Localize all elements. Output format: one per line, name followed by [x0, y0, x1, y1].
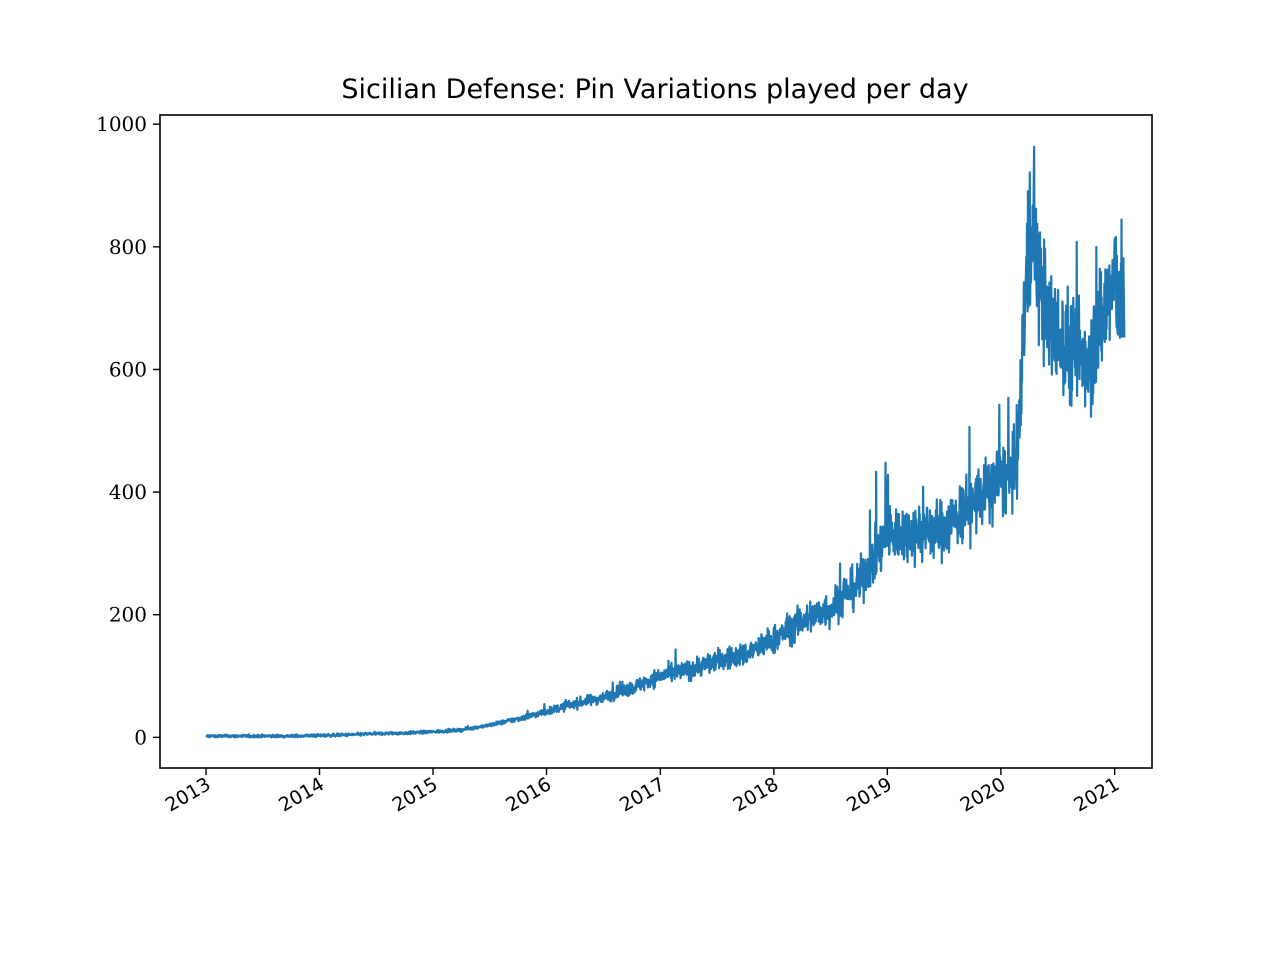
plot-area [205, 145, 1126, 739]
x-tick-label: 2015 [389, 773, 442, 816]
y-tick-label: 600 [109, 357, 147, 381]
x-tick-label: 2019 [843, 773, 896, 816]
y-tick-label: 200 [109, 603, 147, 627]
y-tick-label: 800 [109, 235, 147, 259]
series-line [205, 145, 1126, 739]
axes-frame [159, 114, 1153, 769]
x-tick-label: 2017 [616, 773, 669, 816]
chart-title: Sicilian Defense: Pin Variations played … [341, 74, 968, 105]
y-tick-label: 1000 [96, 112, 147, 136]
x-tick-label: 2013 [162, 773, 215, 816]
x-tick-label: 2016 [502, 773, 555, 816]
y-axis: 0 200 400 600 800 1000 [96, 112, 160, 749]
x-tick-label: 2020 [956, 773, 1009, 816]
x-tick-label: 2018 [729, 773, 782, 816]
y-tick-label: 0 [134, 725, 147, 749]
x-tick-label: 2021 [1070, 773, 1123, 816]
y-tick-label: 400 [109, 480, 147, 504]
x-axis: 2013 2014 2015 2016 2017 2018 2019 2020 2021 [162, 768, 1123, 817]
x-tick-label: 2014 [275, 773, 328, 816]
